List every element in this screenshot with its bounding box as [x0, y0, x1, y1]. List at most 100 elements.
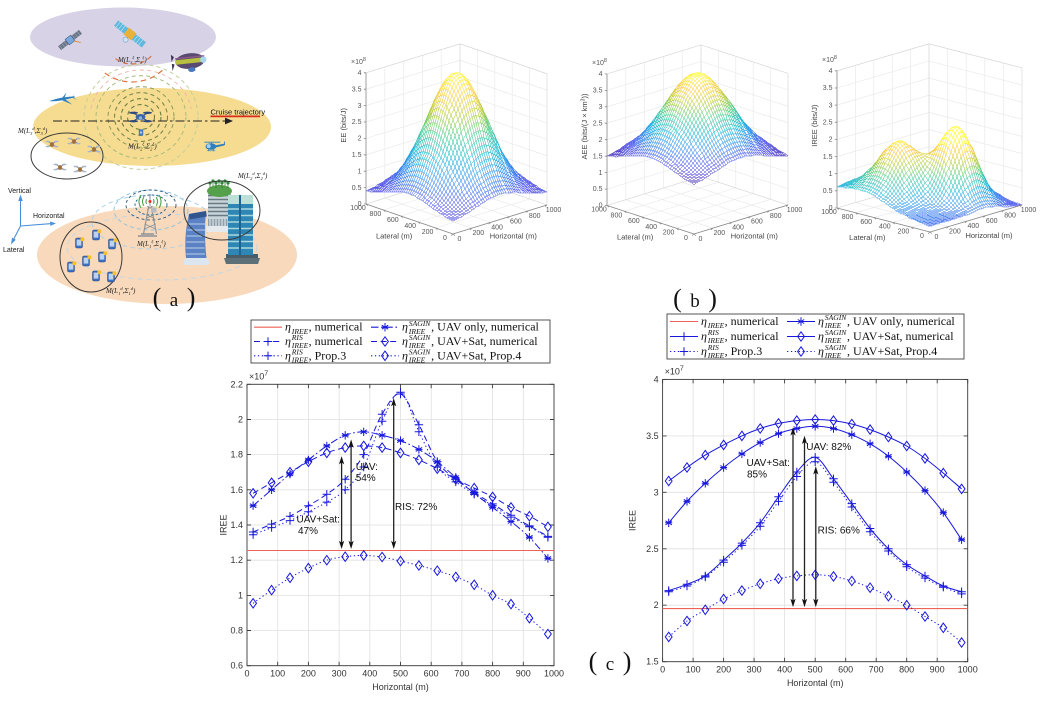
svg-text:1: 1 — [829, 171, 833, 178]
svg-text:Lateral (m): Lateral (m) — [617, 232, 654, 241]
svg-text:2.5: 2.5 — [352, 119, 362, 126]
svg-text:2: 2 — [599, 137, 603, 144]
svg-text:800: 800 — [1004, 212, 1016, 219]
svg-text:700: 700 — [869, 665, 884, 675]
svg-text:1000: 1000 — [821, 209, 837, 216]
svg-text:500: 500 — [393, 669, 408, 679]
svg-text:4: 4 — [358, 70, 362, 77]
svg-text:200: 200 — [898, 228, 910, 235]
svg-text:400: 400 — [879, 224, 891, 231]
svg-text:0.5: 0.5 — [593, 186, 603, 193]
svg-text:EE (bits/J): EE (bits/J) — [339, 108, 348, 143]
svg-text:Horizontal (m): Horizontal (m) — [731, 232, 779, 241]
svg-text:0.5: 0.5 — [823, 188, 833, 195]
svg-text:IREE: IREE — [219, 514, 229, 535]
svg-text:Horizontal (m): Horizontal (m) — [965, 231, 1013, 240]
svg-text:0: 0 — [935, 234, 939, 241]
svg-text:800: 800 — [842, 214, 854, 221]
svg-text:300: 300 — [332, 669, 347, 679]
svg-text:300: 300 — [747, 665, 762, 675]
svg-text:Lateral (m): Lateral (m) — [376, 231, 413, 240]
svg-text:×108: ×108 — [351, 57, 366, 66]
svg-text:IREE (bits/J): IREE (bits/J) — [810, 104, 819, 147]
svg-text:3: 3 — [358, 103, 362, 110]
svg-text:0.6: 0.6 — [230, 661, 243, 671]
svg-text:600: 600 — [838, 665, 853, 675]
svg-text:800: 800 — [370, 211, 382, 218]
svg-text:600: 600 — [628, 218, 640, 225]
svg-text:1.2: 1.2 — [230, 555, 243, 565]
svg-text:4: 4 — [654, 374, 659, 384]
svg-text:M(L1ξ,Σ1ξ): M(L1ξ,Σ1ξ) — [136, 239, 166, 249]
svg-text:ηIREE, numerical: ηIREE, numerical — [701, 314, 779, 330]
svg-text:600: 600 — [510, 219, 522, 226]
svg-text:400: 400 — [967, 223, 979, 230]
svg-text:800: 800 — [529, 213, 541, 220]
svg-text:600: 600 — [986, 218, 998, 225]
svg-text:3: 3 — [654, 487, 659, 497]
svg-text:1000: 1000 — [1021, 207, 1037, 214]
svg-text:200: 200 — [716, 665, 731, 675]
svg-text:0: 0 — [244, 669, 249, 679]
svg-text:Vertical: Vertical — [8, 188, 31, 195]
svg-text:1.5: 1.5 — [352, 152, 362, 159]
svg-text:2: 2 — [238, 415, 243, 425]
svg-text:1.6: 1.6 — [230, 485, 243, 495]
svg-text:200: 200 — [422, 229, 434, 236]
svg-text:1000: 1000 — [787, 207, 803, 214]
svg-text:200: 200 — [949, 229, 961, 236]
svg-text:Horizontal (m): Horizontal (m) — [787, 678, 844, 688]
svg-text:×107: ×107 — [665, 365, 684, 376]
svg-text:100: 100 — [270, 669, 285, 679]
svg-text:Lateral (m): Lateral (m) — [849, 233, 886, 242]
svg-text:M(L2ξ,Σ2ξ): M(L2ξ,Σ2ξ) — [127, 142, 157, 152]
svg-text:600: 600 — [751, 219, 763, 226]
svg-text:3.5: 3.5 — [646, 431, 659, 441]
svg-text:200: 200 — [472, 230, 484, 237]
svg-text:1.8: 1.8 — [230, 450, 243, 460]
svg-text:(a): (a) — [153, 283, 196, 312]
svg-text:0.8: 0.8 — [230, 626, 243, 636]
svg-text:4: 4 — [599, 71, 603, 78]
svg-text:100: 100 — [686, 665, 701, 675]
svg-text:700: 700 — [454, 669, 469, 679]
svg-text:0: 0 — [684, 235, 688, 242]
svg-text:800: 800 — [899, 665, 914, 675]
svg-text:2.5: 2.5 — [593, 121, 603, 128]
svg-text:RIS: 66%: RIS: 66% — [818, 526, 860, 537]
svg-text:0.5: 0.5 — [352, 185, 362, 192]
svg-text:×107: ×107 — [249, 370, 268, 381]
svg-text:0: 0 — [443, 235, 447, 242]
svg-text:2: 2 — [358, 136, 362, 143]
svg-text:2.2: 2.2 — [230, 379, 243, 389]
svg-text:900: 900 — [930, 665, 945, 675]
svg-text:2: 2 — [829, 137, 833, 144]
svg-text:1: 1 — [238, 590, 243, 600]
svg-text:400: 400 — [404, 223, 416, 230]
svg-text:UAV+Sat:: UAV+Sat: — [297, 515, 340, 526]
svg-text:1: 1 — [599, 170, 603, 177]
svg-text:RIS: 72%: RIS: 72% — [395, 502, 437, 513]
svg-text:1: 1 — [358, 168, 362, 175]
svg-text:0: 0 — [358, 201, 362, 208]
svg-text:3: 3 — [829, 102, 833, 109]
svg-text:2.5: 2.5 — [646, 544, 659, 554]
svg-text:Horizontal (m): Horizontal (m) — [372, 682, 429, 692]
svg-text:1.5: 1.5 — [593, 153, 603, 160]
svg-text:200: 200 — [663, 230, 675, 237]
svg-text:400: 400 — [645, 224, 657, 231]
svg-text:(c): (c) — [589, 647, 632, 676]
svg-text:Lateral: Lateral — [3, 247, 25, 254]
svg-text:600: 600 — [424, 669, 439, 679]
svg-text:0: 0 — [599, 203, 603, 210]
svg-text:×108: ×108 — [592, 58, 607, 67]
svg-text:0: 0 — [920, 233, 924, 240]
svg-text:4: 4 — [829, 68, 833, 75]
svg-text:1000: 1000 — [350, 205, 366, 212]
svg-text:800: 800 — [770, 213, 782, 220]
svg-text:ηIREE, numerical: ηIREE, numerical — [285, 320, 363, 336]
